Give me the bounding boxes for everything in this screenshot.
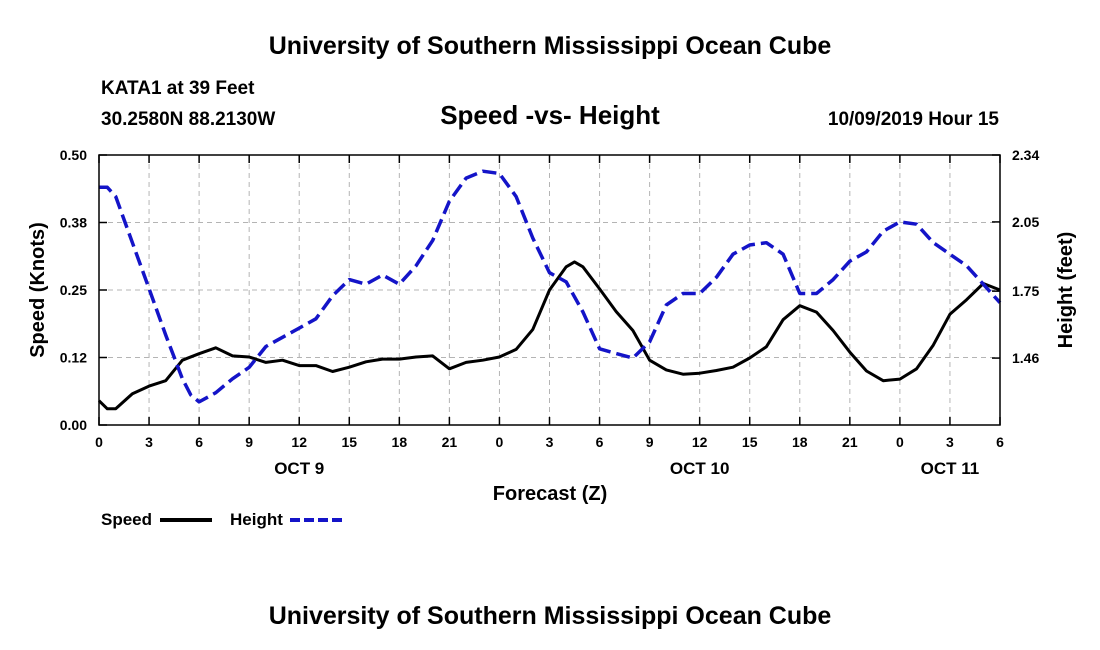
- y-left-tick-label: 0.00: [60, 417, 87, 433]
- y-left-tick-label: 0.25: [60, 282, 87, 298]
- bottom-title: University of Southern Mississippi Ocean…: [269, 602, 832, 630]
- day-label: OCT 9: [274, 459, 324, 478]
- x-tick-label: 15: [742, 434, 758, 450]
- speed-series-line: [97, 260, 1001, 411]
- x-tick-label: 9: [646, 434, 654, 450]
- x-tick-label: 18: [392, 434, 408, 450]
- day-label: OCT 11: [921, 459, 980, 478]
- x-tick-label: 21: [842, 434, 858, 450]
- x-axis-label: Forecast (Z): [493, 483, 607, 505]
- x-tick-label: 15: [341, 434, 357, 450]
- x-tick-label: 6: [195, 434, 203, 450]
- legend: Speed Height: [101, 510, 342, 529]
- x-tick-label: 18: [792, 434, 808, 450]
- x-tick-label: 3: [145, 434, 153, 450]
- x-tick-label: 6: [996, 434, 1004, 450]
- y-right-tick-label: 2.05: [1012, 214, 1039, 230]
- top-title: University of Southern Mississippi Ocean…: [269, 32, 832, 60]
- coordinates-label: 30.2580N 88.2130W: [101, 109, 275, 130]
- series-lines: [97, 169, 1002, 411]
- x-tick-label: 21: [442, 434, 458, 450]
- y-right-tick-label: 1.46: [1012, 350, 1039, 366]
- y-left-tick-label: 0.50: [60, 147, 87, 163]
- x-tick-label: 0: [496, 434, 504, 450]
- x-tick-label: 3: [946, 434, 954, 450]
- x-tick-label: 3: [546, 434, 554, 450]
- x-tick-label: 9: [245, 434, 253, 450]
- x-tick-label: 12: [291, 434, 307, 450]
- legend-speed-label: Speed: [101, 510, 152, 529]
- x-tick-label: 0: [896, 434, 904, 450]
- x-tick-label: 0: [95, 434, 103, 450]
- y-axis-right-label: Height (feet): [1055, 232, 1077, 349]
- date-label: 10/09/2019 Hour 15: [828, 109, 1000, 130]
- y-axis-left-label: Speed (Knots): [27, 222, 49, 358]
- chart-title: Speed -vs- Height: [440, 100, 660, 130]
- day-label: OCT 10: [670, 459, 730, 478]
- axis-ticks: 0 3 6 9 12 15 18 21 0 3 6 9 12 15 18 21 0 3 6 OCT 9 OCT 10 OC…: [60, 147, 1040, 478]
- height-series-line: [99, 169, 1002, 404]
- y-right-tick-label: 2.34: [1012, 147, 1039, 163]
- x-tick-label: 6: [596, 434, 604, 450]
- station-label: KATA1 at 39 Feet: [101, 78, 255, 99]
- y-left-tick-label: 0.12: [60, 350, 87, 366]
- legend-height-label: Height: [230, 510, 283, 529]
- y-left-tick-label: 0.38: [60, 215, 87, 231]
- y-right-tick-label: 1.75: [1012, 283, 1039, 299]
- x-tick-label: 12: [692, 434, 708, 450]
